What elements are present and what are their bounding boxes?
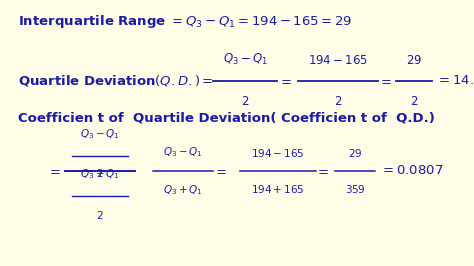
Text: $2$: $2$ <box>241 95 249 108</box>
Text: $2$: $2$ <box>334 95 342 108</box>
Text: $=$: $=$ <box>213 164 227 177</box>
Text: $Q_3 - Q_1$: $Q_3 - Q_1$ <box>80 127 120 141</box>
Text: $29$: $29$ <box>406 54 422 67</box>
Text: $Q_3 + Q_1$: $Q_3 + Q_1$ <box>80 167 120 181</box>
Text: $194 - 165$: $194 - 165$ <box>308 54 368 67</box>
Text: $Q_3 - Q_1$: $Q_3 - Q_1$ <box>222 52 267 67</box>
Text: $2$: $2$ <box>410 95 418 108</box>
Text: $= 0.0807$: $= 0.0807$ <box>380 164 444 177</box>
Text: $=$: $=$ <box>47 164 61 177</box>
Text: $= 14.5$: $= 14.5$ <box>436 74 474 88</box>
Text: $=$: $=$ <box>378 74 392 88</box>
Text: $2$: $2$ <box>96 209 104 221</box>
Text: $194 - 165$: $194 - 165$ <box>251 147 305 159</box>
Text: $Q_3 - Q_1$: $Q_3 - Q_1$ <box>163 145 203 159</box>
Text: $29$: $29$ <box>348 147 362 159</box>
Text: $=$: $=$ <box>315 164 329 177</box>
Text: $=$: $=$ <box>278 74 292 88</box>
Text: $359$: $359$ <box>345 183 365 195</box>
Text: Coefficien t of  Quartile Deviation( Coefficien t of  Q.D.): Coefficien t of Quartile Deviation( Coef… <box>18 111 435 124</box>
Text: $2$: $2$ <box>96 167 104 179</box>
Text: Interquartile Range $= Q_3 - Q_1 = 194 - 165 = 29$: Interquartile Range $= Q_3 - Q_1 = 194 -… <box>18 14 352 31</box>
Text: $194 + 165$: $194 + 165$ <box>251 183 305 195</box>
Text: Quartile Deviation$(Q.D.) = $: Quartile Deviation$(Q.D.) = $ <box>18 73 213 89</box>
Text: $Q_3 + Q_1$: $Q_3 + Q_1$ <box>163 183 203 197</box>
